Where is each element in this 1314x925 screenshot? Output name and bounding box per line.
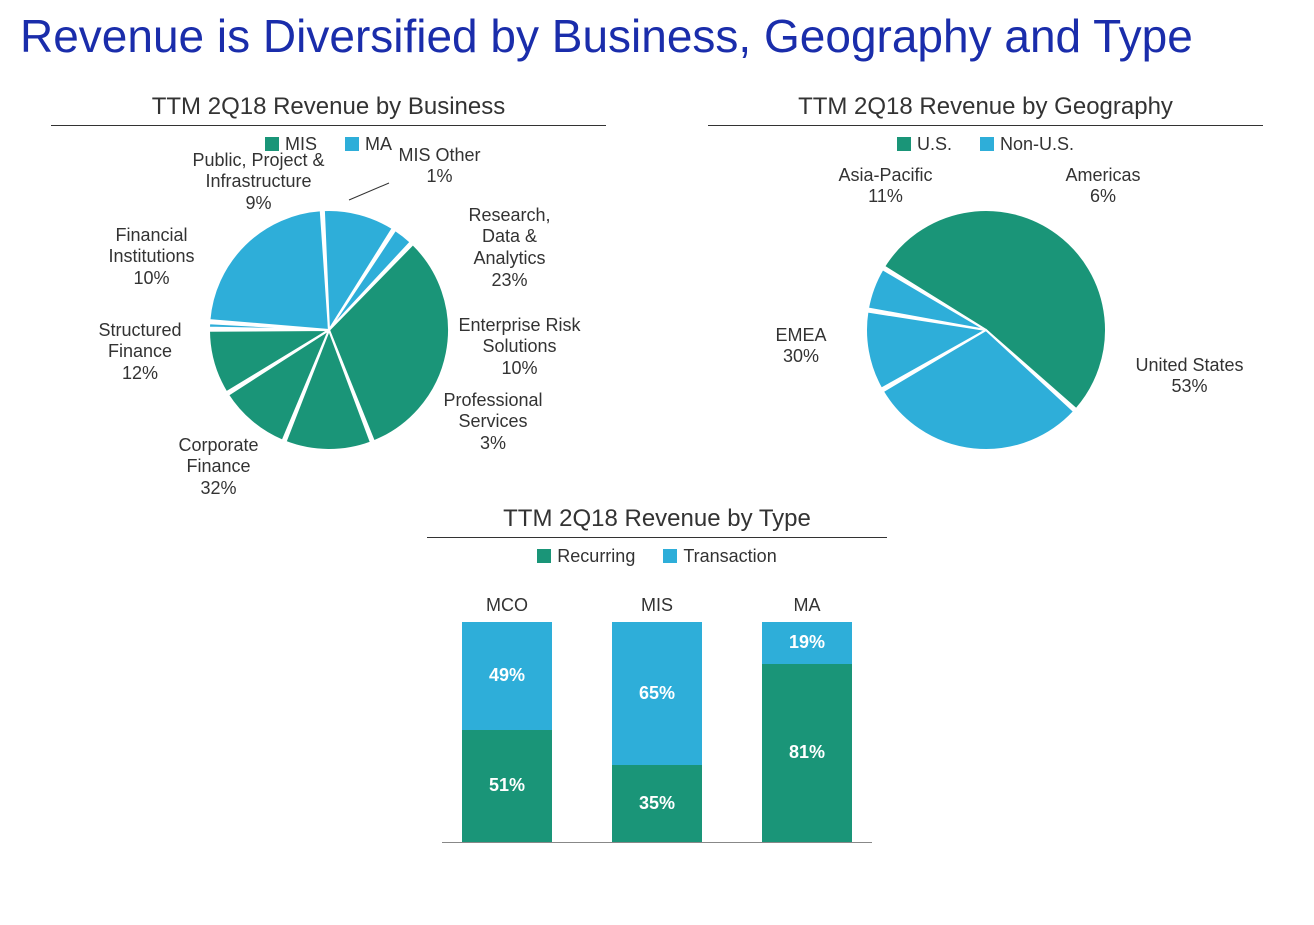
top-charts-row: TTM 2Q18 Revenue by Business MISMA Publi… — [20, 93, 1294, 495]
legend-item: Non-U.S. — [980, 134, 1074, 155]
geography-chart-title: TTM 2Q18 Revenue by Geography — [708, 93, 1263, 126]
bar-segment: 81% — [762, 664, 852, 842]
slice-label: Enterprise RiskSolutions10% — [459, 315, 581, 380]
bar-stack: 49%51% — [462, 622, 552, 842]
legend-label: Transaction — [683, 546, 776, 567]
bar-category-label: MCO — [486, 595, 528, 616]
bar-column: MCO 49%51% — [462, 595, 552, 842]
slice-label: Research,Data &Analytics23% — [469, 205, 551, 291]
page-title: Revenue is Diversified by Business, Geog… — [20, 10, 1294, 63]
legend-item: Transaction — [663, 546, 776, 567]
business-chart: TTM 2Q18 Revenue by Business MISMA Publi… — [20, 93, 637, 495]
type-bars: MCO 49%51% MIS 65%35% MA 19%81% — [442, 583, 872, 843]
slice-label: ProfessionalServices3% — [444, 390, 543, 455]
bar-column: MA 19%81% — [762, 595, 852, 842]
geography-legend: U.S. Non-U.S. — [897, 134, 1074, 155]
type-chart: TTM 2Q18 Revenue by Type Recurring Transa… — [20, 505, 1294, 843]
business-chart-title: TTM 2Q18 Revenue by Business — [51, 93, 606, 126]
bar-segment: 51% — [462, 730, 552, 842]
bar-category-label: MA — [794, 595, 821, 616]
legend-swatch — [663, 549, 677, 563]
slice-label: CorporateFinance32% — [178, 435, 258, 500]
slice-label: MIS Other1% — [399, 145, 481, 188]
legend-item: U.S. — [897, 134, 952, 155]
legend-item: MA — [345, 134, 392, 155]
geography-chart: TTM 2Q18 Revenue by Geography U.S. Non-U.… — [677, 93, 1294, 495]
legend-swatch — [345, 137, 359, 151]
leader-line — [349, 183, 389, 200]
bar-stack: 19%81% — [762, 622, 852, 842]
legend-swatch — [897, 137, 911, 151]
slice-label: StructuredFinance12% — [99, 320, 182, 385]
type-chart-title: TTM 2Q18 Revenue by Type — [427, 505, 887, 538]
slice-label: FinancialInstitutions10% — [109, 225, 195, 290]
bar-column: MIS 65%35% — [612, 595, 702, 842]
business-pie: Public, Project &Infrastructure9%MIS Oth… — [79, 165, 579, 495]
legend-swatch — [980, 137, 994, 151]
legend-item: Recurring — [537, 546, 635, 567]
slice-label: EMEA30% — [776, 325, 827, 368]
bar-segment: 35% — [612, 765, 702, 842]
legend-swatch — [537, 549, 551, 563]
bar-category-label: MIS — [641, 595, 673, 616]
bar-stack: 65%35% — [612, 622, 702, 842]
legend-label: U.S. — [917, 134, 952, 155]
legend-label: MA — [365, 134, 392, 155]
slice-label: Public, Project &Infrastructure9% — [192, 150, 324, 215]
slice-label: United States53% — [1136, 355, 1244, 398]
bar-segment: 49% — [462, 622, 552, 730]
bar-segment: 19% — [762, 622, 852, 664]
pie-slice — [209, 210, 329, 330]
geography-pie: Asia-Pacific11%Americas6%United States53… — [736, 165, 1236, 495]
legend-label: Recurring — [557, 546, 635, 567]
legend-label: Non-U.S. — [1000, 134, 1074, 155]
slice-label: Asia-Pacific11% — [838, 165, 932, 208]
slice-label: Americas6% — [1066, 165, 1141, 208]
type-legend: Recurring Transaction — [537, 546, 776, 567]
bar-segment: 65% — [612, 622, 702, 765]
